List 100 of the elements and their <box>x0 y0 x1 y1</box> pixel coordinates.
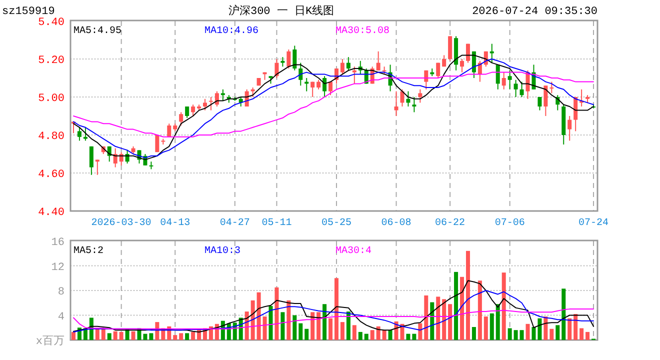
bar <box>131 331 136 340</box>
x-tick-label: 05-11 <box>262 218 292 229</box>
x-tick-label: 04-13 <box>160 218 190 229</box>
bar <box>364 334 368 340</box>
bar <box>274 287 279 340</box>
x-tick-label: 06-08 <box>381 218 412 229</box>
y-tick-label: 5.00 <box>38 93 64 105</box>
bar <box>454 272 458 340</box>
bar <box>310 312 315 340</box>
bar <box>250 300 255 340</box>
x-tick-label: 07-06 <box>494 218 525 229</box>
y-tick-label: 4.40 <box>38 207 64 219</box>
bar <box>406 334 410 340</box>
bar <box>418 323 422 340</box>
bar <box>520 330 524 340</box>
bar <box>430 302 434 340</box>
bar <box>580 328 584 340</box>
bar <box>478 280 482 340</box>
bar <box>191 332 196 340</box>
bar <box>568 318 572 340</box>
text: MA30:4 <box>336 246 372 257</box>
text: MA10:3 <box>204 246 241 257</box>
bar <box>484 316 488 340</box>
y-tick-label: 4 <box>58 311 65 324</box>
bar <box>538 318 542 340</box>
bar <box>544 316 548 340</box>
bar <box>292 315 297 340</box>
bar <box>550 328 554 340</box>
y-tick-label: 16 <box>51 237 64 249</box>
x-tick-label: 2026-03-30 <box>91 218 152 229</box>
line-series <box>73 290 594 332</box>
bar <box>442 299 446 340</box>
bar <box>72 332 76 340</box>
x-tick-label: 07-24 <box>578 218 608 229</box>
y-tick-label: 12 <box>51 262 64 274</box>
x-tick-label: 05-25 <box>321 218 352 229</box>
bar <box>113 331 118 340</box>
bar <box>514 330 518 340</box>
bar <box>472 327 476 340</box>
text: 2026-07-24 09:35:30 <box>472 6 598 18</box>
bar <box>496 304 500 340</box>
bar <box>340 322 344 340</box>
bar <box>532 327 536 340</box>
bar <box>185 333 190 340</box>
bar <box>508 328 512 340</box>
bar <box>388 330 392 340</box>
bar <box>328 318 333 340</box>
bar <box>556 325 560 340</box>
bar <box>149 333 154 340</box>
y-tick-label: x百万 <box>36 335 64 348</box>
y-tick-label: 4.60 <box>38 169 64 181</box>
bar <box>436 296 440 340</box>
text: MA5:2 <box>74 246 104 257</box>
y-tick-label: 4.80 <box>38 131 64 143</box>
bar <box>95 328 100 340</box>
x-tick-label: 04-27 <box>220 218 250 229</box>
bar <box>502 272 506 340</box>
bar <box>586 332 590 340</box>
y-tick-label: 5.20 <box>38 55 64 67</box>
bar <box>358 332 362 340</box>
bar <box>382 330 386 340</box>
bar <box>179 333 184 340</box>
bar <box>466 250 470 340</box>
bar <box>256 292 261 340</box>
bar <box>460 276 464 340</box>
bar <box>346 312 350 340</box>
bar <box>448 304 452 340</box>
y-tick-label: 8 <box>58 286 64 298</box>
line-series <box>73 280 594 332</box>
bar <box>101 328 106 340</box>
bar <box>370 330 374 340</box>
bar <box>376 326 380 340</box>
text: MA5:4.95 <box>74 26 122 37</box>
bar <box>574 314 578 340</box>
bar <box>268 306 273 340</box>
chart-title: 沪深300 一 日K线图 <box>228 4 334 18</box>
bar <box>298 323 303 340</box>
line-series <box>73 308 594 330</box>
bar <box>286 300 291 340</box>
bar <box>562 288 566 340</box>
bar <box>424 295 428 340</box>
x-tick-label: 06-22 <box>435 218 466 229</box>
bar <box>119 332 124 340</box>
text: sz159919 <box>2 6 55 18</box>
text: MA30:5.08 <box>336 26 390 37</box>
bar <box>280 312 285 340</box>
bar <box>143 334 148 340</box>
bar <box>173 335 178 340</box>
bar <box>352 325 356 340</box>
bar <box>107 333 112 340</box>
bar <box>490 313 494 340</box>
bar <box>526 324 530 340</box>
y-tick-label: 5.40 <box>38 17 64 29</box>
bar <box>322 304 327 340</box>
bar <box>334 278 338 340</box>
bar <box>412 334 416 340</box>
text: MA10:4.96 <box>204 26 259 37</box>
bar <box>262 316 267 340</box>
bar <box>304 328 309 340</box>
bar <box>316 312 321 340</box>
